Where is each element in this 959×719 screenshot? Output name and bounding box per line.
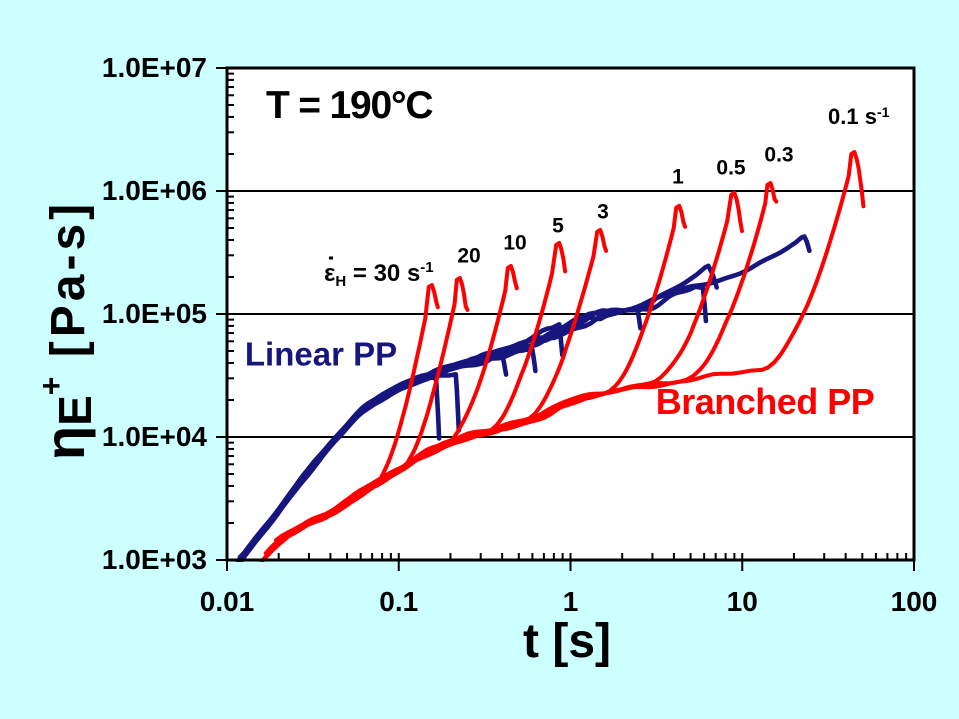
- overdot: ˙: [326, 252, 336, 285]
- rate-label-10: 10: [503, 231, 527, 255]
- temperature-annotation: T = 190°C: [266, 84, 434, 127]
- y-title-subscript: E: [49, 395, 101, 426]
- x-tick-label-0.1: 0.1: [379, 586, 419, 617]
- y-tick-label-1.0E+05: 1.0E+05: [101, 297, 207, 329]
- y-tick-label-1.0E+07: 1.0E+07: [101, 51, 207, 83]
- y-tick-label-1.0E+03: 1.0E+03: [101, 543, 207, 575]
- branched-pp-label: Branched PP: [655, 381, 875, 422]
- strain-rate-subscript: H: [335, 273, 347, 290]
- rate-label-0.1: 0.1 s-1: [828, 104, 890, 129]
- rate-label-5: 5: [552, 214, 564, 238]
- strain-rate-superscript: -1: [420, 259, 434, 276]
- x-tick-label-0.01: 0.01: [199, 586, 255, 617]
- plot-frame: [225, 66, 916, 562]
- linear-pp-label: Linear PP: [244, 335, 398, 373]
- rate-0.1-superscript: -1: [876, 104, 890, 120]
- eta-symbol: η: [33, 425, 96, 461]
- x-axis-title: t [s]: [523, 615, 611, 668]
- x-tick-label-100: 100: [890, 586, 938, 617]
- y-tick-label-1.0E+06: 1.0E+06: [101, 174, 207, 206]
- rate-label-0.3: 0.3: [764, 143, 794, 167]
- rate-label-3: 3: [597, 200, 609, 224]
- y-tick-label-1.0E+04: 1.0E+04: [101, 420, 207, 452]
- rate-label-20: 20: [457, 244, 481, 268]
- x-tick-label-1: 1: [562, 586, 579, 617]
- strain-rate-value: = 30 s: [346, 260, 421, 287]
- strain-rate-annotation: ε ˙ H = 30 s-1: [324, 252, 434, 290]
- rate-label-1: 1: [672, 165, 684, 189]
- y-title-superscript: +: [33, 374, 69, 396]
- x-tick-label-10: 10: [726, 586, 758, 617]
- y-title-unit: [Pa-s]: [42, 199, 95, 375]
- series-branched_0.3: [276, 181, 779, 544]
- rate-label-0.5: 0.5: [716, 156, 746, 180]
- epsilon-dot-symbol: ε ˙: [324, 252, 336, 287]
- series-branched_0.1: [279, 150, 866, 543]
- y-axis-title: ηE+ [Pa-s]: [33, 199, 101, 460]
